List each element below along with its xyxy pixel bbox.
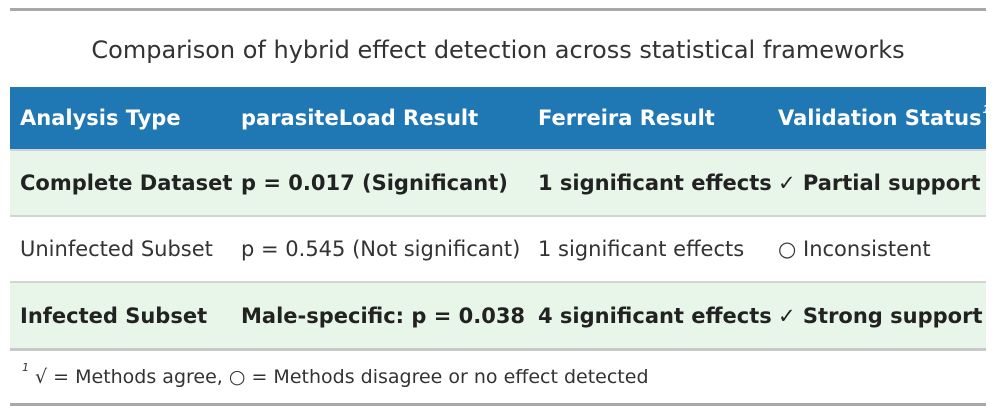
comparison-table: Analysis Type parasiteLoad Result Ferrei…	[10, 87, 990, 348]
table-row: Infected Subset Male-specific: p = 0.038…	[10, 282, 986, 348]
header-footnote-marker: 1	[982, 103, 991, 116]
cell-analysis-type: Infected Subset	[20, 303, 208, 328]
results-table-container: Comparison of hybrid effect detection ac…	[10, 8, 990, 406]
header-row: Analysis Type parasiteLoad Result Ferrei…	[10, 87, 990, 150]
cell-ferreira-result: 1 significant effects	[538, 237, 745, 261]
table-title: Comparison of hybrid effect detection ac…	[91, 36, 905, 64]
cell-parasiteload-result: Male-specific: p = 0.038	[241, 303, 526, 328]
column-header-validation-status-label: Validation Status	[778, 106, 982, 130]
cell-ferreira-result: 4 significant effects	[538, 303, 772, 328]
bottom-rule	[10, 403, 986, 406]
cell-analysis-type: Complete Dataset	[20, 171, 233, 195]
footnote-text: √ = Methods agree, ○ = Methods disagree …	[35, 366, 649, 388]
cell-validation-status: ✓ Strong support	[778, 303, 983, 328]
column-header-validation-status: Validation Status1	[768, 87, 990, 150]
cell-validation-status: ○ Inconsistent	[778, 237, 931, 261]
cell-validation-status: ✓ Partial support	[778, 171, 981, 195]
cell-analysis-type: Uninfected Subset	[20, 237, 213, 261]
footnote-marker: 1	[22, 360, 29, 374]
top-rule	[10, 8, 986, 11]
cell-ferreira-result: 1 significant effects	[538, 171, 772, 195]
cell-parasiteload-result: p = 0.545 (Not significant)	[241, 237, 521, 261]
column-header-ferreira-result: Ferreira Result	[538, 106, 715, 130]
column-header-analysis-type: Analysis Type	[20, 106, 181, 130]
column-header-parasiteload-result: parasiteLoad Result	[241, 106, 479, 130]
cell-parasiteload-result: p = 0.017 (Significant)	[241, 171, 508, 195]
table-row: Complete Dataset p = 0.017 (Significant)…	[10, 150, 986, 216]
table-row: Uninfected Subset p = 0.545 (Not signifi…	[10, 216, 986, 282]
table-footnote: 1 √ = Methods agree, ○ = Methods disagre…	[10, 351, 986, 403]
table-bottom-rule	[10, 348, 986, 351]
